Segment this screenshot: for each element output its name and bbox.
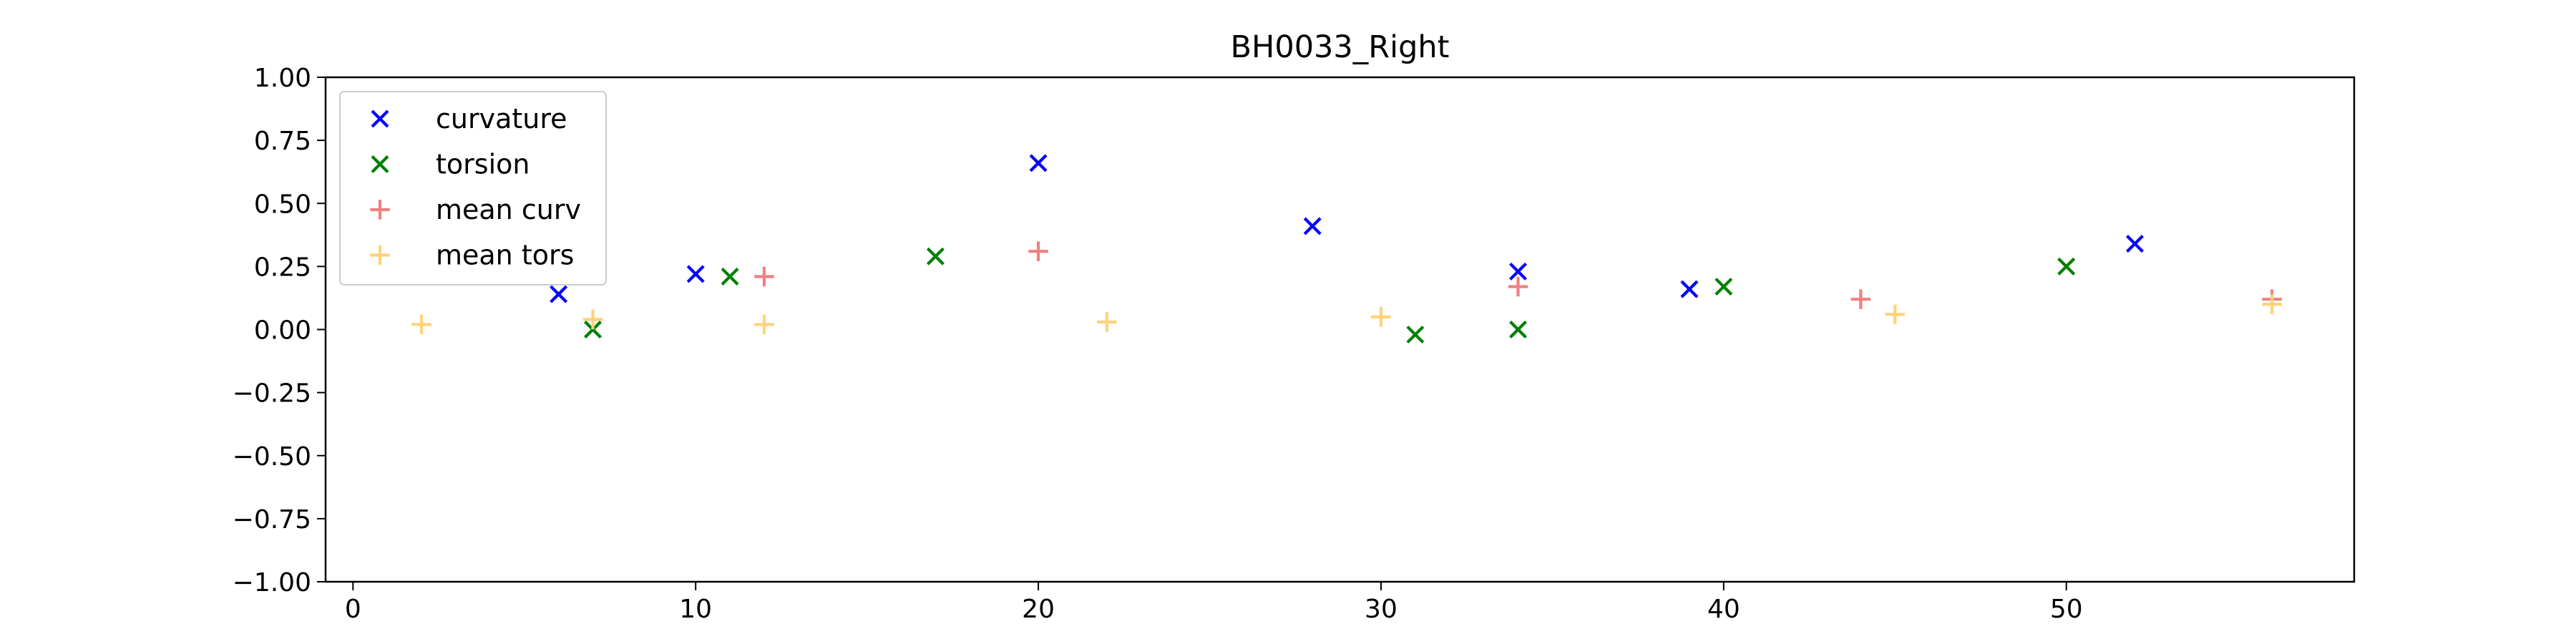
data-point bbox=[1303, 217, 1322, 235]
y-tick-label: 0.00 bbox=[254, 316, 311, 346]
data-point bbox=[1850, 289, 1871, 309]
chart-title: BH0033_Right bbox=[1231, 29, 1450, 65]
data-point bbox=[584, 321, 602, 338]
data-point bbox=[1714, 278, 1733, 296]
data-point bbox=[550, 285, 568, 303]
data-point bbox=[1371, 307, 1391, 327]
data-point bbox=[1406, 326, 1425, 344]
data-point bbox=[754, 314, 774, 335]
legend: curvature torsion mean curv mean tors bbox=[339, 91, 607, 286]
data-points bbox=[411, 154, 2282, 344]
x-tick-label: 20 bbox=[1022, 595, 1055, 624]
legend-box bbox=[339, 91, 607, 286]
y-tick-label: 1.00 bbox=[254, 64, 311, 93]
legend-marker bbox=[371, 109, 389, 128]
data-point bbox=[411, 314, 431, 335]
series-torsion bbox=[584, 247, 2076, 344]
data-point bbox=[1509, 321, 1528, 338]
data-point bbox=[1028, 241, 1048, 261]
x-tick-label: 0 bbox=[345, 595, 361, 624]
data-point bbox=[1885, 304, 1906, 325]
series-curvature bbox=[550, 154, 2144, 303]
plot-frame bbox=[324, 76, 2356, 583]
y-tick-label: −0.50 bbox=[233, 442, 311, 472]
y-tick-label: 0.50 bbox=[254, 190, 311, 219]
data-point bbox=[1097, 312, 1117, 332]
x-tick-label: 30 bbox=[1365, 595, 1397, 624]
data-point bbox=[1029, 154, 1048, 172]
y-tick-label: −0.75 bbox=[233, 505, 311, 535]
data-point bbox=[754, 266, 774, 287]
legend-marker bbox=[370, 245, 390, 265]
legend-marker bbox=[371, 155, 389, 173]
data-point bbox=[1680, 280, 1699, 298]
series-mean-tors bbox=[411, 294, 2282, 335]
data-point bbox=[686, 265, 705, 283]
y-tick-label: 0.25 bbox=[254, 253, 311, 282]
x-tick-label: 10 bbox=[679, 595, 712, 624]
data-point bbox=[2262, 294, 2282, 314]
data-point bbox=[926, 247, 945, 265]
data-point bbox=[2126, 235, 2144, 253]
data-point bbox=[721, 267, 739, 286]
data-point bbox=[2057, 257, 2076, 275]
axis-ticks: 0 10 20 30 40 50 1.00 0.75 0.50 0.25 0.00 −0.25 −0.5… bbox=[233, 64, 2083, 624]
legend-label: curvature bbox=[436, 103, 567, 135]
data-point bbox=[582, 309, 603, 330]
legend-label: mean tors bbox=[436, 240, 574, 271]
data-point bbox=[1509, 262, 1528, 280]
x-tick-label: 50 bbox=[2050, 595, 2083, 624]
legend-label: torsion bbox=[436, 149, 530, 180]
data-point bbox=[1508, 276, 1528, 297]
x-tick-label: 40 bbox=[1707, 595, 1740, 624]
legend-marker bbox=[370, 200, 390, 220]
series-mean-curv bbox=[754, 241, 2282, 309]
y-tick-label: −1.00 bbox=[233, 568, 311, 597]
legend-label: mean curv bbox=[436, 194, 581, 225]
y-tick-label: 0.75 bbox=[254, 127, 311, 156]
y-tick-label: −0.25 bbox=[233, 379, 311, 409]
